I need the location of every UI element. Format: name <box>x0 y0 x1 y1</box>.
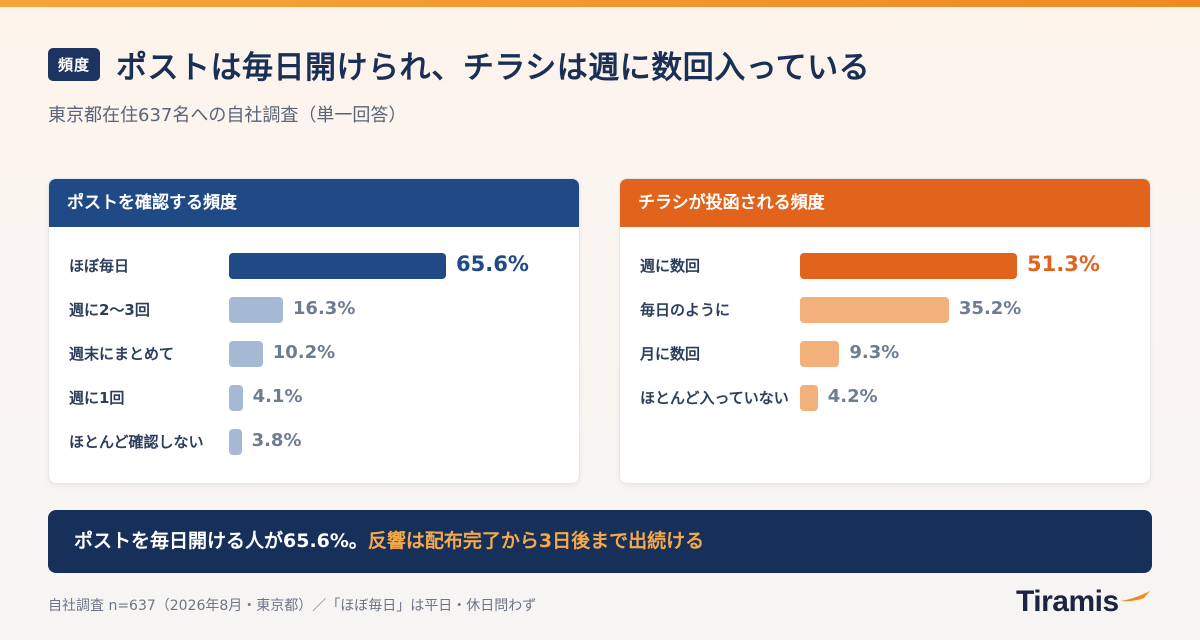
bar-value-label: 4.1% <box>252 386 303 407</box>
bar-row: 月に数回 9.3% <box>620 337 1150 371</box>
bar-row: ほとんど確認しない 3.8% <box>49 425 579 459</box>
logo-swoosh-icon <box>1120 591 1150 602</box>
bar-value-label: 16.3% <box>292 298 356 319</box>
bar-row: 毎日のように 35.2% <box>620 293 1150 327</box>
banner-main-text: ポストを毎日開ける人が65.6%。 <box>74 530 368 552</box>
bar-value-label: 4.2% <box>827 386 878 407</box>
flyer-delivery-frequency-panel: チラシが投函される頻度 週に数回 51.3% 毎日のように 35.2% 月に数回 9.3%… <box>619 178 1151 484</box>
bar-category-label: 週に数回 <box>640 257 701 275</box>
bar-value-label: 51.3% <box>1027 252 1100 276</box>
category-tag: 頻度 <box>48 48 101 81</box>
page-title: ポストは毎日開けられ、チラシは週に数回入っている <box>116 50 871 86</box>
summary-banner: ポストを毎日開ける人が65.6%。反響は配布完了から3日後まで出続ける <box>48 510 1152 573</box>
post-check-frequency-panel: ポストを確認する頻度 ほぼ毎日 65.6% 週に2〜3回 16.3% 週末にまとめて 10… <box>48 178 580 484</box>
bar-category-label: 毎日のように <box>640 301 731 319</box>
bar <box>800 253 1017 279</box>
bar-category-label: ほとんど入っていない <box>640 389 789 407</box>
bar <box>229 341 263 367</box>
bar-row: ほとんど入っていない 4.2% <box>620 381 1150 415</box>
bar-row: 週に1回 4.1% <box>49 381 579 415</box>
bar-category-label: ほぼ毎日 <box>69 257 130 275</box>
bar-category-label: 月に数回 <box>640 345 701 363</box>
footnote: 自社調査 n=637（2026年8月・東京都）／「ほぼ毎日」は平日・休日問わず <box>48 598 537 614</box>
bar <box>229 253 446 279</box>
bar-category-label: 週に1回 <box>69 389 125 407</box>
bar-row: 週に数回 51.3% <box>620 249 1150 283</box>
page-subtitle: 東京都在住637名への自社調査（単一回答） <box>48 105 407 126</box>
bar-value-label: 35.2% <box>958 298 1022 319</box>
panel-title: ポストを確認する頻度 <box>49 179 579 227</box>
bar-category-label: 週末にまとめて <box>69 345 175 363</box>
bar <box>800 297 949 323</box>
bar-row: 週末にまとめて 10.2% <box>49 337 579 371</box>
bar-row: ほぼ毎日 65.6% <box>49 249 579 283</box>
panel-title: チラシが投函される頻度 <box>620 179 1150 227</box>
bar <box>800 341 840 367</box>
top-accent-stripe <box>0 0 1200 7</box>
bar <box>800 385 818 411</box>
bar-value-label: 3.8% <box>251 430 302 451</box>
bar-category-label: ほとんど確認しない <box>69 433 204 451</box>
bar <box>229 297 283 323</box>
brand-logo: Tiramis <box>1016 585 1119 618</box>
bar-category-label: 週に2〜3回 <box>69 301 150 319</box>
bar-value-label: 10.2% <box>272 342 336 363</box>
bar-value-label: 65.6% <box>456 252 529 276</box>
bar-value-label: 9.3% <box>849 342 900 363</box>
page-header: 頻度 ポストは毎日開けられ、チラシは週に数回入っている <box>48 42 870 87</box>
bar <box>229 385 243 411</box>
bar <box>229 429 242 455</box>
bar-row: 週に2〜3回 16.3% <box>49 293 579 327</box>
banner-highlight-text: 反響は配布完了から3日後まで出続ける <box>367 530 705 552</box>
